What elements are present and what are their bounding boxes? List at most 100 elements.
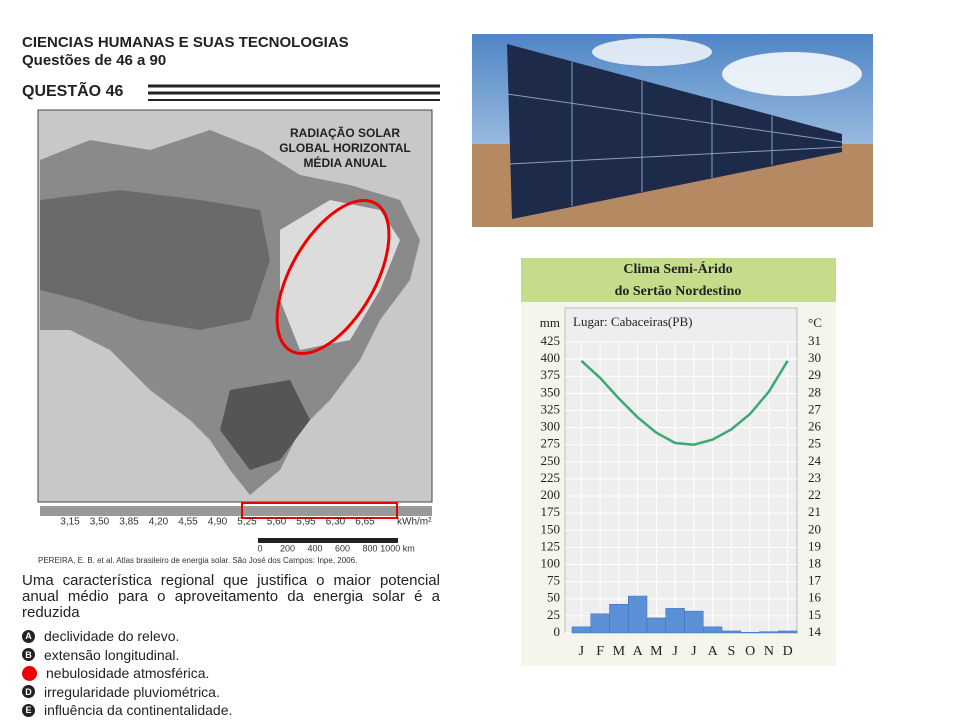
scale-label: 400 bbox=[307, 543, 322, 553]
y-tick-label: 125 bbox=[541, 538, 561, 553]
y2-tick-label: 15 bbox=[808, 607, 821, 622]
legend-value: 4,90 bbox=[208, 517, 228, 528]
y2-tick-label: 17 bbox=[808, 573, 822, 588]
option-bullet bbox=[22, 665, 37, 681]
question-number: QUESTÃO 46 bbox=[22, 83, 124, 100]
y2-tick-label: 25 bbox=[808, 436, 821, 451]
y2-tick-label: 21 bbox=[808, 504, 821, 519]
bar bbox=[590, 613, 610, 634]
y2-tick-label: 27 bbox=[808, 401, 822, 416]
option-bullet: A bbox=[22, 629, 35, 643]
x-tick-label: O bbox=[745, 644, 755, 659]
y2-tick-label: 18 bbox=[808, 556, 821, 571]
legend-value: 4,20 bbox=[149, 517, 169, 528]
bar bbox=[628, 595, 648, 634]
bar bbox=[665, 608, 685, 634]
map-title: RADIAÇÃO SOLAR bbox=[290, 125, 400, 140]
y2-tick-label: 29 bbox=[808, 367, 821, 382]
x-tick-label: M bbox=[613, 644, 626, 659]
option-bullet: D bbox=[22, 685, 35, 698]
bar bbox=[571, 626, 591, 634]
y2-tick-label: 22 bbox=[808, 487, 821, 502]
x-tick-label: J bbox=[579, 644, 585, 659]
solar-photo bbox=[472, 34, 873, 227]
y-tick-label: 150 bbox=[541, 521, 561, 536]
y2-tick-label: 30 bbox=[808, 350, 821, 365]
x-tick-label: D bbox=[783, 644, 793, 659]
scale-label: 200 bbox=[280, 543, 295, 553]
legend-value: 5,60 bbox=[267, 517, 287, 528]
scale-label: 0 bbox=[257, 543, 262, 553]
bar bbox=[646, 617, 666, 634]
bar bbox=[684, 610, 704, 634]
legend-value: 3,15 bbox=[60, 517, 80, 528]
y-tick-label: 225 bbox=[541, 470, 561, 485]
y-tick-label: 200 bbox=[541, 487, 561, 502]
y2-tick-label: 19 bbox=[808, 538, 821, 553]
y-tick-label: 250 bbox=[541, 453, 561, 468]
y-tick-label: 25 bbox=[547, 607, 560, 622]
y2-tick-label: 20 bbox=[808, 521, 821, 536]
legend-value: 6,65 bbox=[355, 517, 375, 528]
legend-value: 3,85 bbox=[119, 517, 139, 528]
question-text: Uma característica regional que justific… bbox=[22, 572, 440, 621]
bar bbox=[721, 630, 741, 634]
x-tick-label: A bbox=[708, 644, 719, 659]
map-title: MÉDIA ANUAL bbox=[303, 155, 386, 170]
chart-title: do Sertão Nordestino bbox=[615, 284, 742, 299]
y-axis-label: mm bbox=[540, 315, 560, 330]
x-tick-label: J bbox=[691, 644, 697, 659]
x-tick-label: J bbox=[672, 644, 678, 659]
legend-value: 5,25 bbox=[237, 517, 257, 528]
source: PEREIRA, E. B. et al. Atlas brasileiro d… bbox=[38, 556, 358, 565]
legend-unit: kWh/m² bbox=[397, 517, 432, 528]
y-tick-label: 425 bbox=[541, 333, 561, 348]
y-tick-label: 275 bbox=[541, 436, 561, 451]
scale-label: 1000 km bbox=[380, 543, 415, 553]
chart-title: Clima Semi-Árido bbox=[623, 260, 732, 277]
bar bbox=[759, 631, 779, 634]
map-title: GLOBAL HORIZONTAL bbox=[279, 141, 411, 155]
y-tick-label: 175 bbox=[541, 504, 561, 519]
y-tick-label: 0 bbox=[554, 624, 561, 639]
legend-value: 6,30 bbox=[326, 517, 346, 528]
y2-tick-label: 28 bbox=[808, 384, 821, 399]
y-tick-label: 400 bbox=[541, 350, 561, 365]
bar bbox=[609, 603, 629, 634]
option: nebulosidade atmosférica. bbox=[22, 664, 209, 682]
bar bbox=[778, 630, 798, 634]
y2-tick-label: 23 bbox=[808, 470, 821, 485]
x-tick-label: N bbox=[764, 644, 774, 659]
legend-value: 3,50 bbox=[90, 517, 110, 528]
y2-tick-label: 31 bbox=[808, 333, 821, 348]
x-tick-label: A bbox=[633, 644, 644, 659]
y-tick-label: 100 bbox=[541, 556, 561, 571]
legend-value: 4,55 bbox=[178, 517, 198, 528]
y-tick-label: 300 bbox=[541, 419, 561, 434]
bar bbox=[703, 626, 723, 634]
annotation: Lugar: Cabaceiras(PB) bbox=[573, 314, 692, 329]
temperature-line bbox=[580, 359, 789, 446]
y2-axis-label: °C bbox=[808, 315, 822, 330]
option-text: influência da continentalidade. bbox=[44, 702, 233, 718]
option-bullet: B bbox=[22, 648, 35, 661]
exam-range: Questões de 46 a 90 bbox=[22, 52, 167, 69]
y2-tick-label: 14 bbox=[808, 624, 822, 639]
scale-label: 600 bbox=[335, 543, 350, 553]
y-tick-label: 75 bbox=[547, 573, 560, 588]
option-text: irregularidade pluviométrica. bbox=[44, 683, 220, 700]
x-tick-label: F bbox=[596, 644, 604, 659]
map: RADIAÇÃO SOLAR GLOBAL HORIZONTAL MÉDIA A… bbox=[37, 84, 440, 553]
y2-tick-label: 24 bbox=[808, 453, 822, 468]
exam-area: CIENCIAS HUMANAS E SUAS TECNOLOGIAS bbox=[22, 34, 349, 51]
option-bullet: E bbox=[22, 703, 35, 717]
legend-value: 5,95 bbox=[296, 517, 316, 528]
y-tick-label: 50 bbox=[547, 590, 560, 605]
y-tick-label: 325 bbox=[541, 401, 561, 416]
y2-tick-label: 16 bbox=[808, 590, 822, 605]
option-text: nebulosidade atmosférica. bbox=[46, 665, 210, 681]
